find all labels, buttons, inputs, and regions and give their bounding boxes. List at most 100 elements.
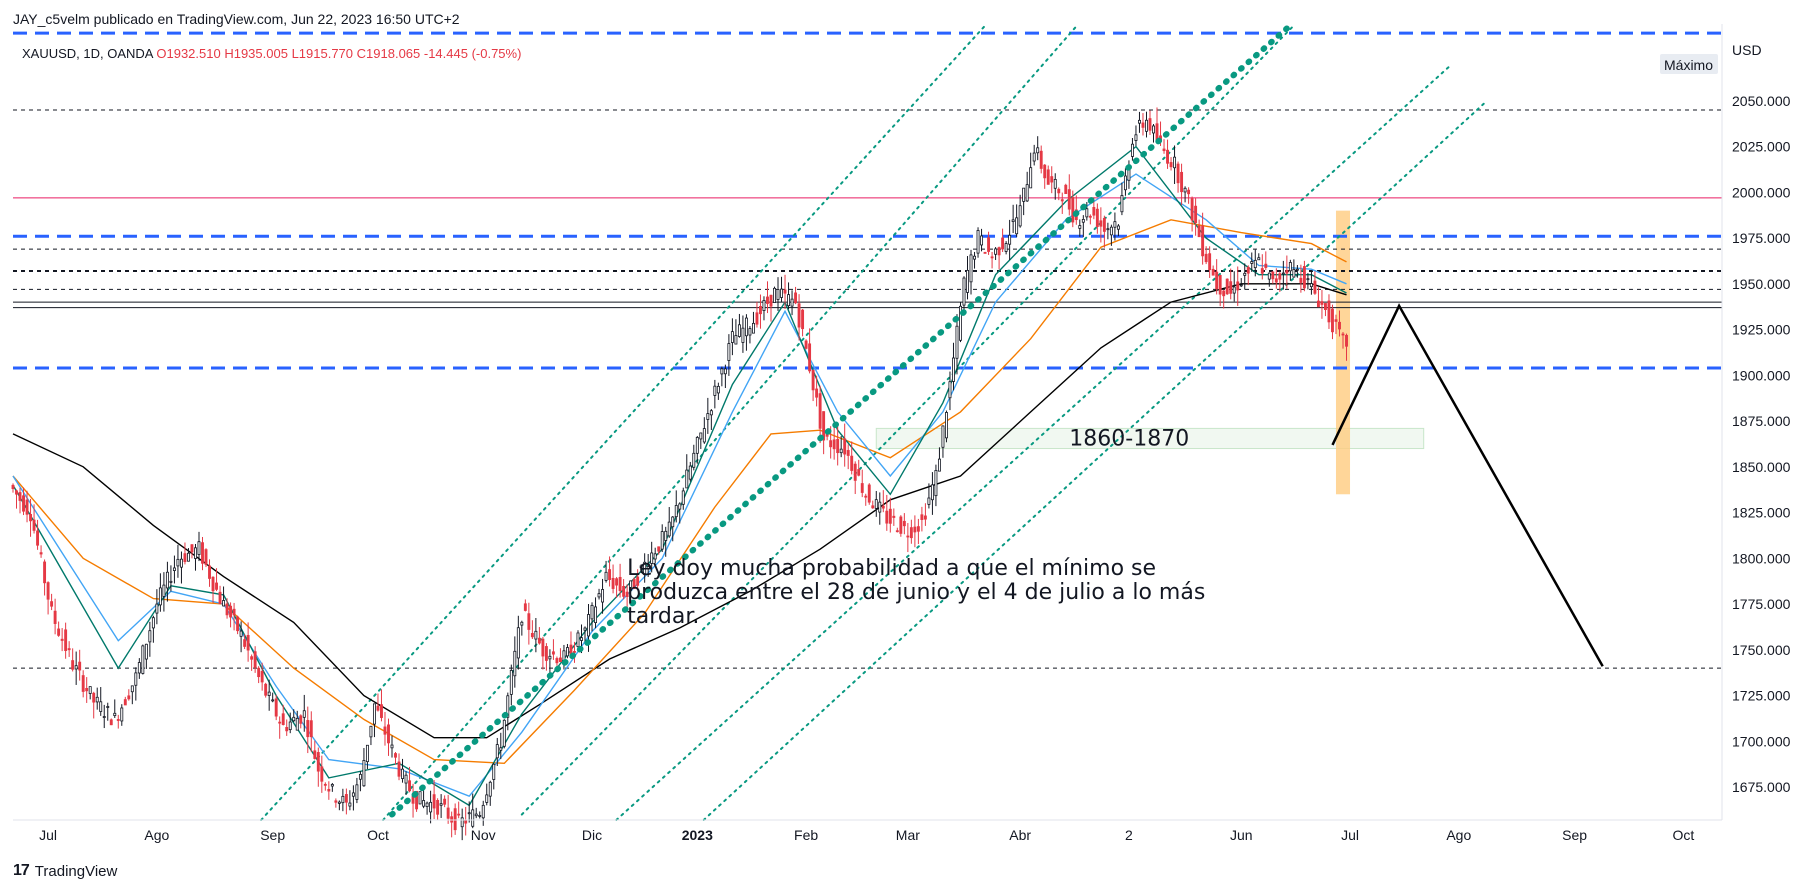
candle-body: [678, 503, 682, 510]
candle-body: [720, 368, 724, 375]
candle-body: [829, 440, 833, 448]
candle-body: [1236, 281, 1240, 291]
candle-body: [983, 252, 987, 254]
candle-body: [467, 812, 471, 815]
candle-body: [316, 752, 320, 772]
candle-body: [1281, 272, 1285, 275]
candle-body: [1050, 176, 1054, 183]
candle-body: [937, 458, 941, 472]
candle-body: [492, 763, 496, 780]
candle-body: [158, 587, 162, 606]
candle-body: [109, 719, 113, 726]
channel-line-1: [382, 23, 1080, 821]
candle-body: [597, 593, 601, 598]
candle-body: [187, 552, 190, 562]
candle-body: [853, 463, 857, 481]
candle-body: [1123, 175, 1127, 191]
candle-body: [860, 483, 864, 493]
candle-body: [987, 237, 991, 252]
legend-item-0: XAUUSD, 1D, OANDA: [22, 46, 154, 61]
candle-body: [172, 567, 176, 571]
candle-body: [534, 630, 538, 640]
candle-body: [106, 706, 110, 708]
candle-body: [895, 530, 899, 533]
candle-body: [1306, 278, 1310, 281]
channel-line-3: [615, 63, 1453, 821]
candle-body: [1229, 281, 1233, 294]
candle-body: [902, 520, 906, 527]
candle-body: [183, 553, 187, 563]
candle-body: [253, 651, 257, 668]
candle-body: [762, 300, 766, 311]
candle-body: [165, 571, 169, 589]
candle-body: [1201, 225, 1205, 257]
brand-name: TradingView: [34, 862, 118, 880]
candle-body: [934, 470, 938, 497]
candle-body: [1327, 300, 1331, 323]
candle-body: [250, 656, 254, 660]
candle-body: [134, 672, 138, 686]
candle-body: [1334, 319, 1338, 322]
candle-body: [899, 516, 903, 534]
candle-body: [927, 497, 931, 505]
candle-body: [176, 558, 180, 567]
candle-body: [390, 744, 394, 749]
candle-body: [401, 768, 404, 779]
candle-body: [952, 357, 955, 382]
candle-body: [625, 591, 629, 597]
candle-body: [660, 531, 664, 550]
candle-body: [295, 717, 299, 731]
candle-body: [759, 306, 762, 315]
candle-body: [502, 719, 506, 747]
candle-body: [218, 591, 222, 605]
candle-body: [443, 798, 447, 805]
candle-body: [685, 469, 689, 489]
candle-body: [351, 792, 355, 797]
candle-body: [558, 657, 562, 663]
candle-body: [1130, 143, 1134, 157]
y-tick-label: 1925.000: [1732, 322, 1791, 338]
y-tick-label: 1850.000: [1732, 459, 1791, 475]
candle-body: [1225, 278, 1229, 295]
candle-body: [53, 610, 57, 624]
ma-line-ma200: [12, 283, 1347, 739]
candle-body: [980, 235, 984, 246]
candle-body: [629, 580, 633, 591]
candle-body: [1190, 198, 1194, 221]
candle-body: [285, 727, 289, 732]
candle-body: [1288, 262, 1292, 272]
ma-line-ma10: [12, 145, 1347, 807]
candle-body: [29, 514, 32, 522]
candle-body: [1064, 184, 1068, 194]
candle-body: [67, 648, 71, 651]
candle-body: [1267, 272, 1271, 280]
candle-body: [429, 801, 433, 813]
candle-body: [1134, 134, 1138, 141]
candle-body: [1187, 189, 1191, 195]
candle-body: [1278, 273, 1282, 280]
candle-body: [1243, 272, 1247, 276]
candle-body: [1015, 217, 1019, 235]
x-tick-label: 2023: [682, 827, 713, 843]
candle-body: [425, 802, 429, 807]
candle-body: [973, 255, 976, 260]
candle-body: [1141, 122, 1145, 128]
candle-body: [432, 794, 436, 809]
tradingview-brand[interactable]: 17 TradingView: [13, 862, 117, 880]
annotation-line-0: Ley doy mucha probabilidad a que el míni…: [627, 556, 1156, 581]
candle-body: [1011, 219, 1015, 222]
candle-body: [1239, 284, 1243, 287]
candle-body: [478, 815, 482, 817]
candle-body: [222, 600, 226, 607]
candle-body: [615, 578, 619, 586]
candle-body: [555, 658, 559, 664]
channel-line-4: [702, 99, 1488, 821]
candle-body: [1120, 195, 1124, 213]
candle-body: [148, 630, 152, 643]
candle-body: [1169, 162, 1173, 168]
candle-body: [208, 565, 211, 579]
candle-body: [1208, 253, 1212, 271]
candle-body: [1001, 237, 1005, 250]
candle-body: [1092, 207, 1096, 216]
